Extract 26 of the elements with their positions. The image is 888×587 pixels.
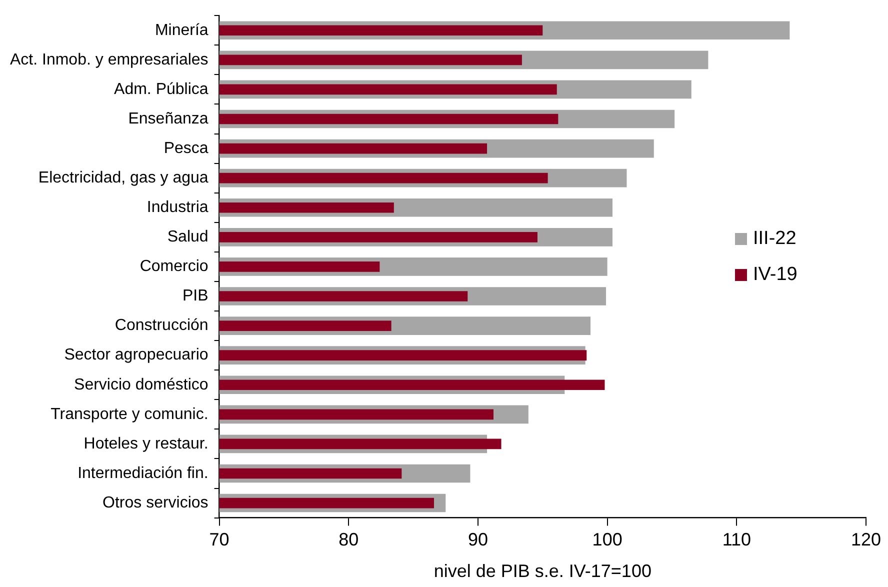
x-tick-label: 110 [722,530,752,550]
y-tick-label: Transporte y comunic. [50,406,208,423]
x-tick-label: 90 [468,530,488,550]
y-tick-label: Industria [146,199,208,216]
x-tick-label: 100 [592,530,622,550]
legend-label: IV-19 [753,264,798,286]
y-tick-label: Comercio [140,258,208,276]
y-tick-label: Servicio doméstico [74,376,208,394]
y-tick-label: Electricidad, gas y agua [38,169,208,186]
y-tick-label: Sector agropecuario [64,346,208,364]
x-tick-label: 120 [850,530,882,550]
y-tick-label: Minería [154,22,208,39]
y-tick-label: Salud [167,228,208,246]
y-tick-label: Pesca [164,140,208,157]
y-tick-label: Act. Inmob. y empresariales [10,51,208,68]
x-tick-label: 80 [338,530,359,550]
legend-label: III-22 [753,228,796,250]
y-tick-label: Hoteles y restaur. [84,435,208,452]
y-tick-label: PIB [182,288,208,305]
x-tick-label: 70 [209,530,230,550]
y-tick-label: Adm. Pública [114,80,208,98]
y-tick-label: Construcción [114,317,208,334]
y-tick-label: Enseñanza [128,110,208,128]
y-tick-label: Otros servicios [102,494,208,512]
x-axis-title: nivel de PIB s.e. IV-17=100 [434,561,652,582]
y-tick-label: Intermediación fin. [78,464,208,482]
